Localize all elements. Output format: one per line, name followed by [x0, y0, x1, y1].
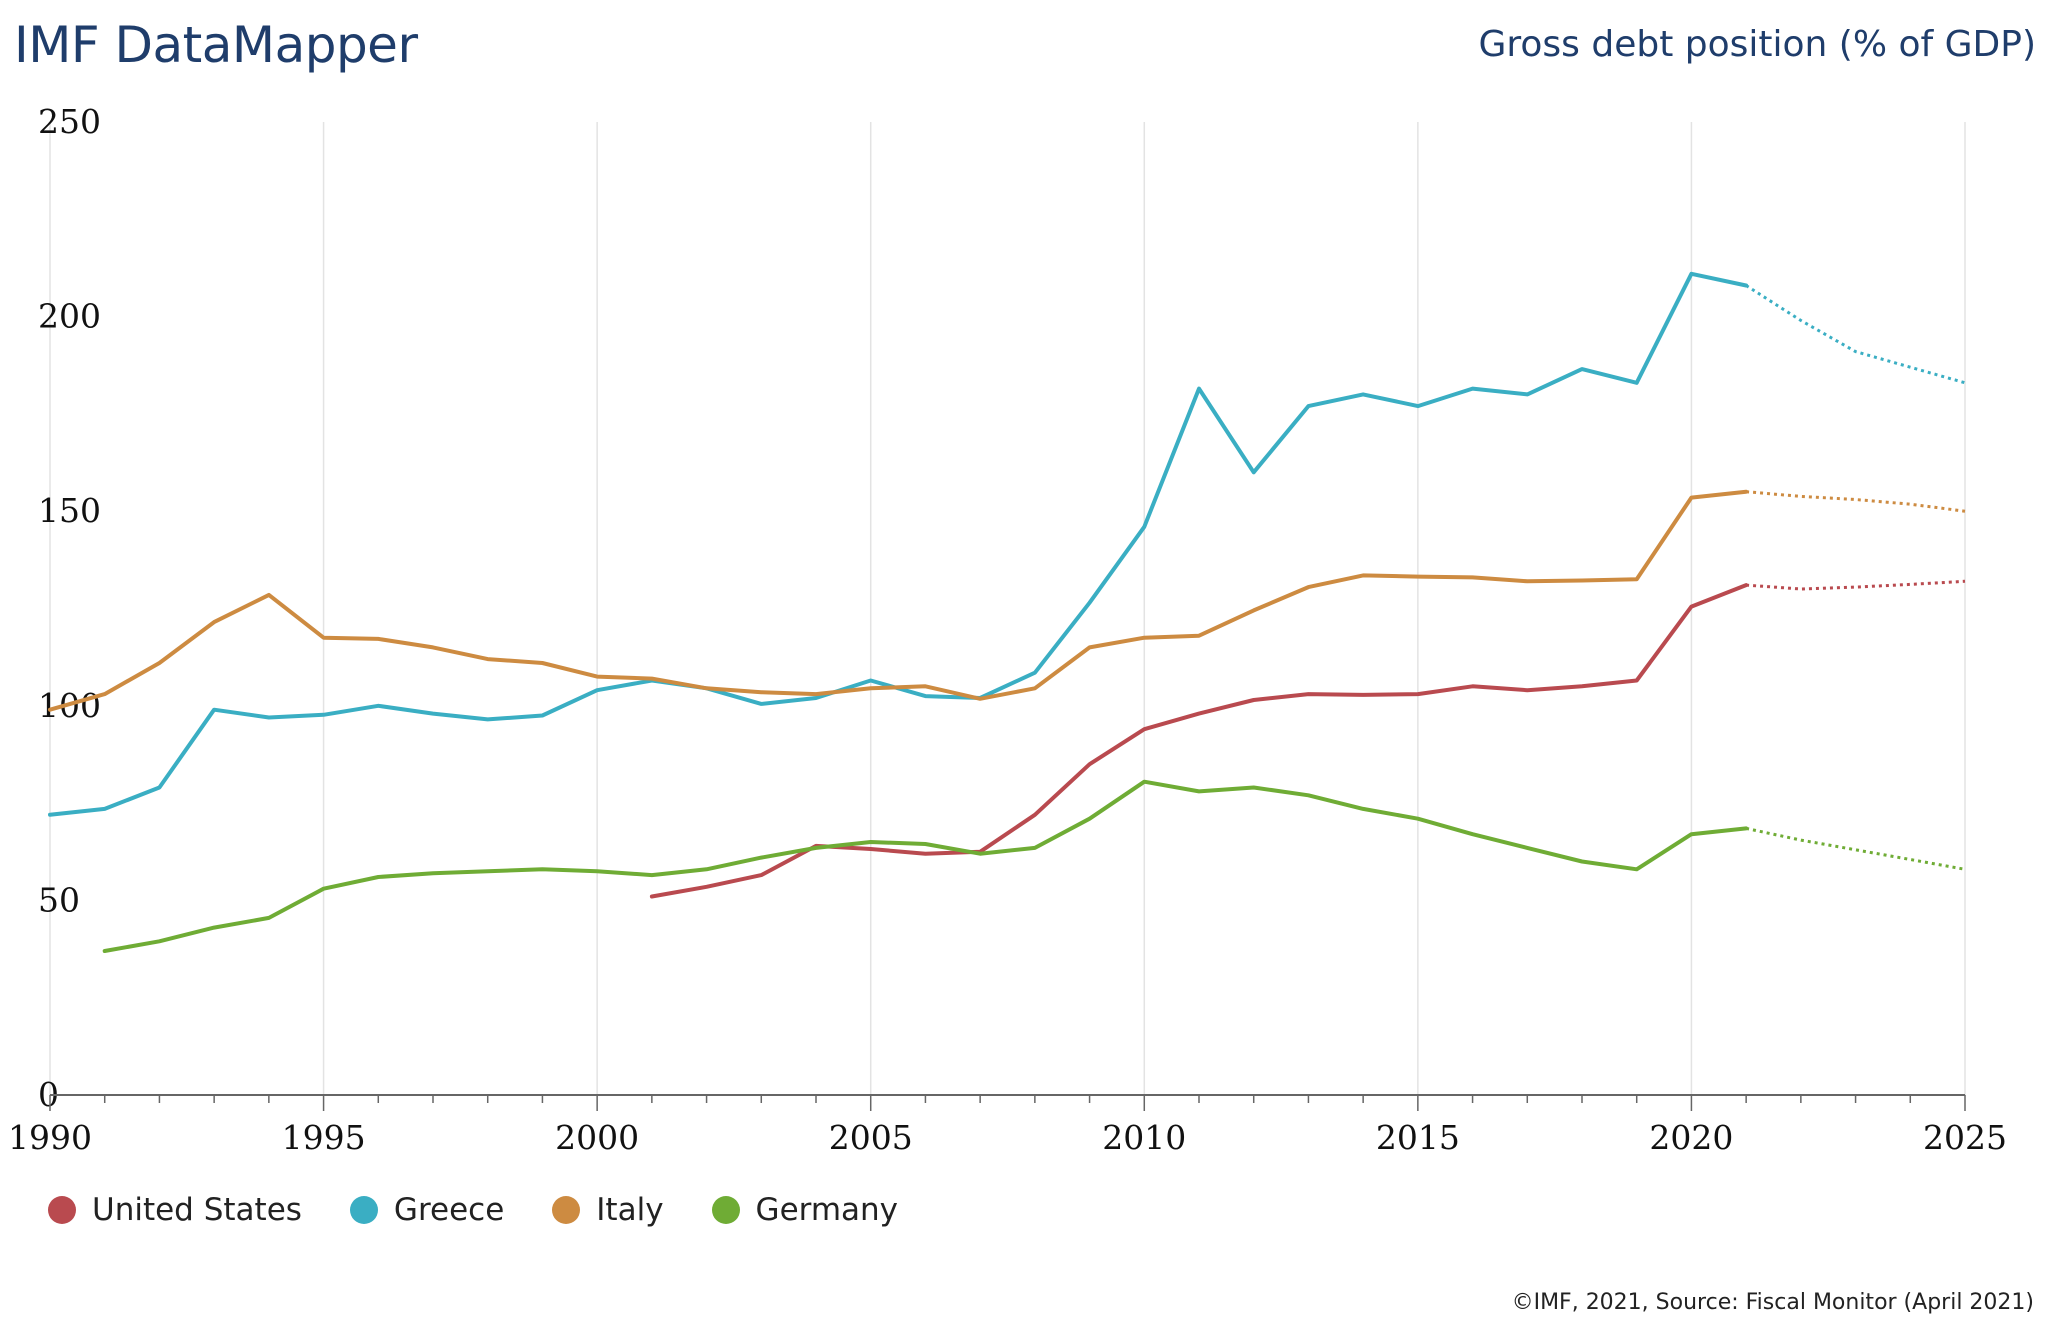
x-tick-label: 1990 [8, 1118, 92, 1157]
y-tick-label: 250 [38, 102, 101, 141]
x-tick-label: 2015 [1376, 1118, 1460, 1157]
y-tick-label: 150 [38, 491, 101, 530]
legend-label-italy: Italy [596, 1192, 664, 1228]
series-line-italy[interactable] [48, 489, 1749, 712]
series-forecast-italy[interactable] [1745, 490, 1966, 513]
legend-item-italy[interactable]: Italy [552, 1192, 664, 1228]
series-layer [48, 271, 1966, 953]
legend-label-germany: Germany [755, 1192, 899, 1228]
legend-label-greece: Greece [393, 1192, 505, 1228]
indicator-title: Gross debt position (% of GDP) [1478, 24, 2036, 65]
legend-item-united-states[interactable]: United States [48, 1192, 302, 1228]
x-tick-label: 2020 [1649, 1118, 1733, 1157]
brand-title: IMF DataMapper [14, 16, 418, 74]
grid-layer [49, 122, 1966, 1095]
x-tick-label: 2025 [1923, 1118, 2007, 1157]
series-line-germany[interactable] [102, 779, 1749, 953]
series-line-greece[interactable] [48, 271, 1749, 817]
legend: United States Greece Italy Germany [48, 1192, 898, 1228]
legend-item-greece[interactable]: Greece [349, 1192, 505, 1228]
x-axis: 1990 1995 2000 2005 2010 2015 2020 2025 [8, 1094, 2007, 1157]
y-tick-label: 50 [38, 880, 80, 919]
legend-marker-united-states [48, 1196, 76, 1224]
y-tick-label: 200 [38, 297, 101, 336]
y-tick-label: 0 [38, 1075, 59, 1114]
legend-marker-germany [711, 1196, 740, 1224]
legend-label-united-states: United States [92, 1192, 302, 1228]
source-credit: ©IMF, 2021, Source: Fiscal Monitor (Apri… [1511, 1290, 2034, 1315]
x-tick-label: 2010 [1102, 1118, 1186, 1157]
series-forecast-greece[interactable] [1745, 284, 1966, 385]
series-forecast-united-states[interactable] [1745, 579, 1966, 591]
series-forecast-germany[interactable] [1745, 826, 1966, 871]
legend-item-germany[interactable]: Germany [711, 1192, 899, 1228]
x-tick-label: 2000 [555, 1118, 639, 1157]
x-tick-label: 2005 [829, 1118, 913, 1157]
legend-marker-italy [552, 1196, 581, 1224]
legend-marker-greece [349, 1196, 378, 1224]
x-tick-label: 1995 [282, 1118, 366, 1157]
